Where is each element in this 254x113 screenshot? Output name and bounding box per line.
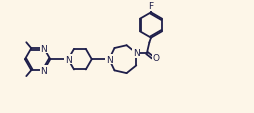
Text: N: N — [132, 49, 139, 58]
Text: F: F — [148, 2, 153, 11]
Text: N: N — [40, 66, 47, 75]
Text: N: N — [65, 55, 71, 64]
Text: N: N — [40, 44, 47, 53]
Text: N: N — [105, 55, 112, 64]
Text: O: O — [152, 54, 159, 62]
